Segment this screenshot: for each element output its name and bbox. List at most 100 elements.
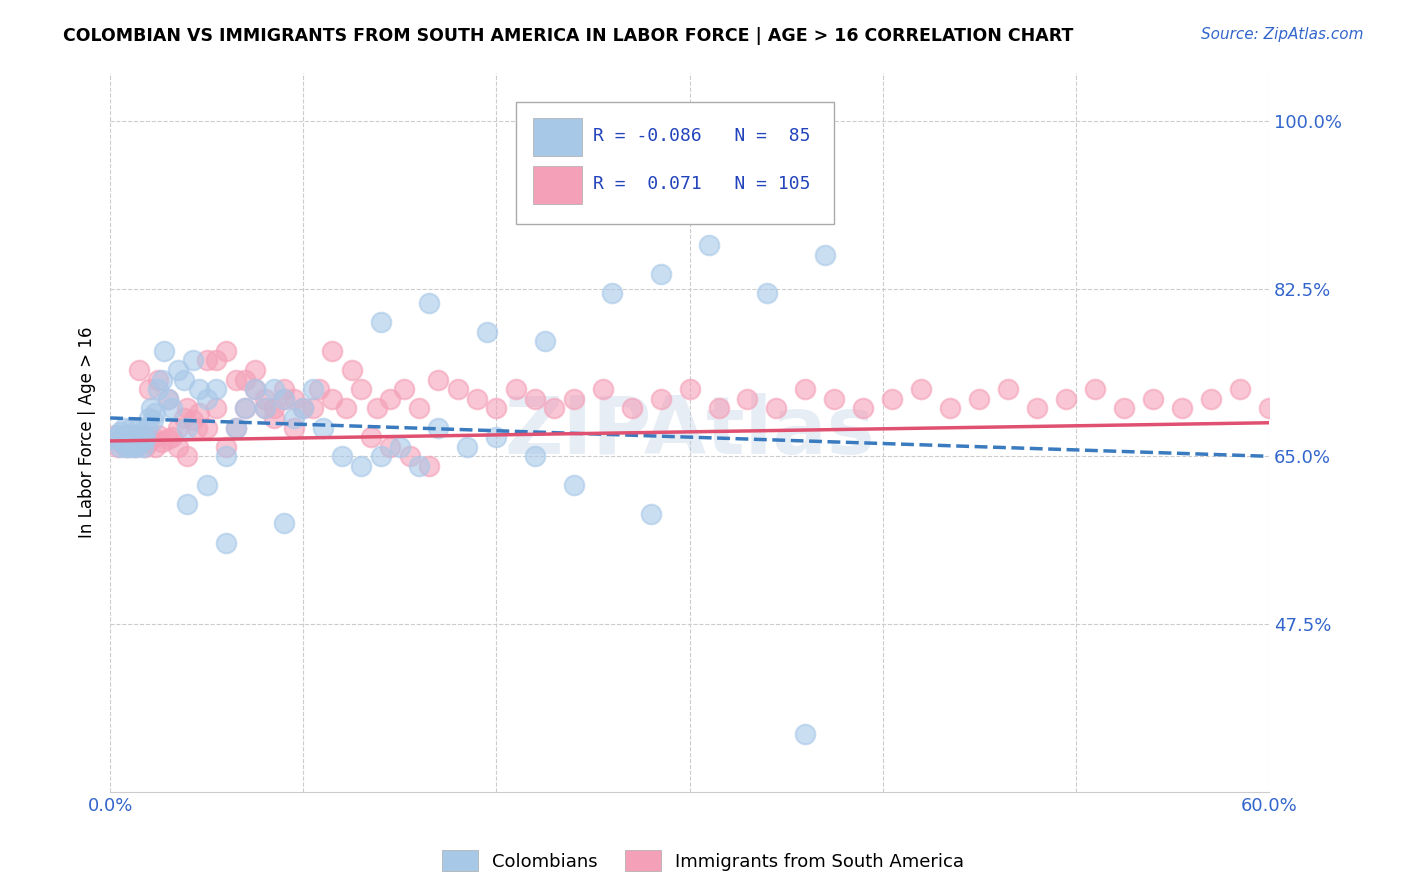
Point <box>794 382 817 396</box>
Point <box>129 432 152 446</box>
Point <box>215 343 238 358</box>
Point <box>120 434 142 449</box>
Point <box>765 401 787 416</box>
Point <box>150 434 173 449</box>
Point <box>124 434 146 449</box>
Point <box>104 428 127 442</box>
Text: R =  0.071   N = 105: R = 0.071 N = 105 <box>593 176 811 194</box>
Point <box>225 420 247 434</box>
Point <box>882 392 904 406</box>
Text: ZIPAtlas: ZIPAtlas <box>505 393 875 471</box>
Point <box>302 401 325 416</box>
Point <box>122 428 145 442</box>
Point <box>132 428 155 442</box>
Point <box>120 432 142 446</box>
Point <box>148 382 170 396</box>
Point <box>302 382 325 396</box>
Point <box>620 401 643 416</box>
Point <box>543 401 565 416</box>
Point <box>114 428 136 442</box>
Point <box>111 434 134 449</box>
Point <box>650 392 672 406</box>
Point <box>129 434 152 449</box>
Point <box>273 382 295 396</box>
Point <box>118 432 141 446</box>
Point <box>128 420 150 434</box>
Point <box>330 450 353 464</box>
Point <box>188 406 211 420</box>
Point <box>142 413 165 427</box>
Point <box>253 401 276 416</box>
Point <box>153 343 176 358</box>
Point <box>910 382 932 396</box>
Point <box>142 430 165 444</box>
Point <box>114 440 136 454</box>
Point <box>132 430 155 444</box>
Point <box>794 727 817 741</box>
Point <box>195 420 218 434</box>
Point <box>243 382 266 396</box>
Point <box>157 392 180 406</box>
Point <box>380 440 402 454</box>
Point <box>114 440 136 454</box>
Point <box>166 363 188 377</box>
Point <box>132 440 155 454</box>
Point <box>176 450 198 464</box>
Point <box>283 392 305 406</box>
Point <box>112 432 135 446</box>
Point <box>823 392 845 406</box>
Point <box>418 458 440 473</box>
Point <box>235 401 257 416</box>
Point <box>1199 392 1222 406</box>
Point <box>335 401 357 416</box>
Point <box>150 373 173 387</box>
Point <box>253 401 276 416</box>
Point <box>108 440 131 454</box>
Point <box>398 450 420 464</box>
Point <box>388 440 411 454</box>
Point <box>129 430 152 444</box>
Point <box>273 392 295 406</box>
FancyBboxPatch shape <box>533 167 582 203</box>
Point <box>205 382 228 396</box>
Text: R = -0.086   N =  85: R = -0.086 N = 85 <box>593 127 811 145</box>
Point <box>120 420 142 434</box>
Point <box>533 334 555 349</box>
Point <box>852 401 875 416</box>
Point <box>122 430 145 444</box>
Point <box>380 392 402 406</box>
Point <box>120 430 142 444</box>
Point <box>263 382 285 396</box>
Point <box>997 382 1019 396</box>
Point <box>350 382 373 396</box>
Point <box>447 382 470 396</box>
Point <box>427 420 450 434</box>
Point <box>148 428 170 442</box>
Point <box>173 373 195 387</box>
Point <box>1026 401 1049 416</box>
Point <box>117 434 139 449</box>
Point <box>134 432 156 446</box>
Point <box>111 430 134 444</box>
Point <box>321 343 343 358</box>
Point <box>122 432 145 446</box>
Point <box>148 373 170 387</box>
Point <box>166 420 188 434</box>
Point <box>135 420 157 434</box>
Point <box>418 296 440 310</box>
Point <box>122 440 145 454</box>
Point <box>160 430 183 444</box>
Point <box>166 440 188 454</box>
Point <box>215 440 238 454</box>
Point <box>117 430 139 444</box>
Point <box>678 382 700 396</box>
Point <box>128 432 150 446</box>
Point <box>366 401 388 416</box>
Point <box>505 382 527 396</box>
Point <box>138 411 160 425</box>
Point <box>1258 401 1281 416</box>
Point <box>340 363 363 377</box>
Point <box>195 353 218 368</box>
Point <box>755 286 778 301</box>
Point <box>640 507 662 521</box>
